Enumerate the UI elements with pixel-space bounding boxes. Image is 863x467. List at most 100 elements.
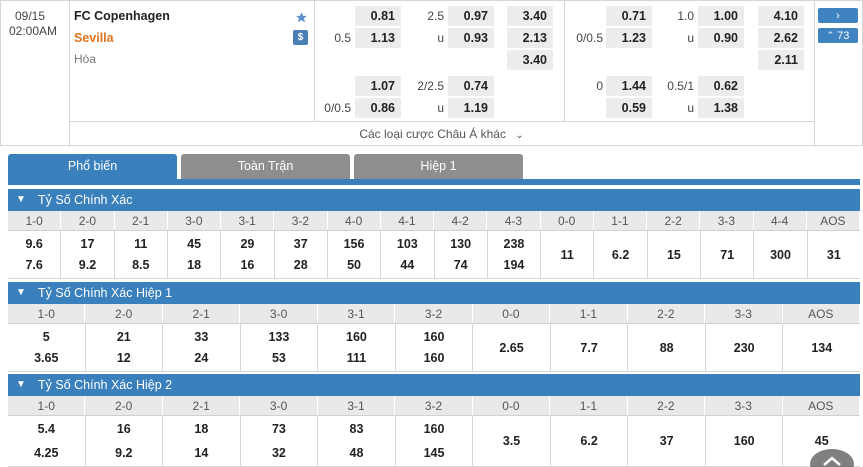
score-odds-cell[interactable]: 21 12 bbox=[86, 324, 164, 371]
ft-1x2-draw[interactable]: 3.40 bbox=[507, 50, 553, 70]
score-odds-cell[interactable]: 130 74 bbox=[435, 231, 488, 278]
ft-1x2-home[interactable]: 3.40 bbox=[507, 6, 553, 26]
draw-score-cell[interactable]: 37 bbox=[628, 416, 706, 466]
ft-ou2-under[interactable]: 1.19 bbox=[448, 98, 494, 118]
draw-score-cell[interactable]: 7.7 bbox=[551, 324, 629, 371]
score-odds-cell[interactable]: 17 9.2 bbox=[61, 231, 115, 278]
draw-score-cell[interactable]: 11 bbox=[541, 231, 595, 278]
score-odds-cell[interactable]: 160 160 bbox=[396, 324, 474, 371]
home-score-odd[interactable]: 160 bbox=[423, 422, 445, 436]
away-score-odd[interactable]: 53 bbox=[271, 351, 286, 365]
home-score-odd[interactable]: 160 bbox=[423, 330, 445, 344]
ft-ou-under[interactable]: 0.93 bbox=[448, 28, 494, 48]
draw-score-cell[interactable]: 2.65 bbox=[473, 324, 551, 371]
draw-score-cell[interactable]: 300 bbox=[754, 231, 808, 278]
draw-score-cell[interactable]: 6.2 bbox=[551, 416, 629, 466]
ft-ou-over[interactable]: 0.97 bbox=[448, 6, 494, 26]
ft-ah-odd-away[interactable]: 1.13 bbox=[355, 28, 401, 48]
draw-score-odd[interactable]: 3.5 bbox=[502, 434, 521, 448]
home-score-odd[interactable]: 156 bbox=[343, 237, 365, 251]
home-score-odd[interactable]: 5.4 bbox=[37, 422, 55, 436]
fh-ah2-odd-home[interactable]: 1.44 bbox=[606, 76, 652, 96]
more-markets-button[interactable]: ⌃ 73 bbox=[818, 28, 858, 43]
draw-score-cell[interactable]: 3.5 bbox=[473, 416, 551, 466]
draw-score-odd[interactable]: 134 bbox=[811, 340, 833, 355]
tab-popular[interactable]: Phổ biến bbox=[8, 154, 177, 179]
draw-score-cell[interactable]: 31 bbox=[808, 231, 860, 278]
home-score-odd[interactable]: 16 bbox=[116, 422, 131, 436]
score-odds-cell[interactable]: 160 111 bbox=[318, 324, 396, 371]
score-odds-cell[interactable]: 103 44 bbox=[381, 231, 435, 278]
ft-1x2-away[interactable]: 2.13 bbox=[507, 28, 553, 48]
away-score-odd[interactable]: 160 bbox=[423, 351, 445, 365]
away-score-odd[interactable]: 12 bbox=[116, 351, 131, 365]
score-odds-cell[interactable]: 45 18 bbox=[168, 231, 222, 278]
draw-score-odd[interactable]: 31 bbox=[826, 247, 841, 262]
expand-arrow-button[interactable]: › bbox=[818, 8, 858, 23]
draw-score-cell[interactable]: 45 bbox=[783, 416, 860, 466]
home-score-odd[interactable]: 130 bbox=[450, 237, 472, 251]
score-odds-cell[interactable]: 16 9.2 bbox=[86, 416, 164, 466]
score-odds-cell[interactable]: 37 28 bbox=[275, 231, 328, 278]
home-score-odd[interactable]: 11 bbox=[134, 237, 148, 251]
away-score-odd[interactable]: 8.5 bbox=[132, 258, 150, 272]
fh-ah-odd-home[interactable]: 0.71 bbox=[606, 6, 652, 26]
away-score-odd[interactable]: 9.2 bbox=[115, 446, 133, 460]
draw-score-odd[interactable]: 6.2 bbox=[611, 247, 630, 262]
fh-1x2-home[interactable]: 4.10 bbox=[758, 6, 804, 26]
home-score-odd[interactable]: 37 bbox=[293, 237, 308, 251]
fh-ah-odd-away[interactable]: 1.23 bbox=[606, 28, 652, 48]
home-score-odd[interactable]: 9.6 bbox=[25, 237, 43, 251]
draw-score-odd[interactable]: 300 bbox=[770, 247, 791, 262]
home-score-odd[interactable]: 33 bbox=[194, 330, 209, 344]
score-odds-cell[interactable]: 5.4 4.25 bbox=[8, 416, 86, 466]
score-odds-cell[interactable]: 156 50 bbox=[328, 231, 382, 278]
home-score-odd[interactable]: 45 bbox=[187, 237, 202, 251]
away-score-odd[interactable]: 48 bbox=[349, 446, 364, 460]
home-score-odd[interactable]: 73 bbox=[271, 422, 286, 436]
away-score-odd[interactable]: 44 bbox=[400, 258, 415, 272]
score-odds-cell[interactable]: 18 14 bbox=[163, 416, 241, 466]
section-header[interactable]: ▼ Tỷ Số Chính Xác Hiệp 1 bbox=[8, 282, 860, 304]
fh-ah2-odd-away[interactable]: 0.59 bbox=[606, 98, 652, 118]
ft-ah-odd-home[interactable]: 0.81 bbox=[355, 6, 401, 26]
favorite-star-icon[interactable] bbox=[294, 9, 308, 25]
score-odds-cell[interactable]: 29 16 bbox=[221, 231, 275, 278]
home-score-odd[interactable]: 103 bbox=[396, 237, 418, 251]
draw-score-odd[interactable]: 11 bbox=[560, 247, 574, 262]
fh-ou2-over[interactable]: 0.62 bbox=[698, 76, 744, 96]
away-score-odd[interactable]: 145 bbox=[423, 446, 445, 460]
away-score-odd[interactable]: 50 bbox=[347, 258, 361, 272]
home-score-odd[interactable]: 18 bbox=[194, 422, 209, 436]
fh-ou2-under[interactable]: 1.38 bbox=[698, 98, 744, 118]
away-score-odd[interactable]: 16 bbox=[240, 258, 255, 272]
home-score-odd[interactable]: 133 bbox=[268, 330, 290, 344]
draw-score-cell[interactable]: 71 bbox=[701, 231, 755, 278]
draw-score-odd[interactable]: 6.2 bbox=[580, 434, 598, 448]
away-score-odd[interactable]: 74 bbox=[453, 258, 468, 272]
tab-full-time[interactable]: Toàn Trận bbox=[181, 154, 350, 179]
away-score-odd[interactable]: 24 bbox=[194, 351, 209, 365]
away-score-odd[interactable]: 3.65 bbox=[34, 351, 59, 365]
draw-score-odd[interactable]: 45 bbox=[814, 434, 829, 448]
away-score-odd[interactable]: 14 bbox=[194, 446, 209, 460]
score-odds-cell[interactable]: 133 53 bbox=[241, 324, 319, 371]
dollar-badge-icon[interactable]: $ bbox=[293, 30, 308, 45]
fh-ou-under[interactable]: 0.90 bbox=[698, 28, 744, 48]
section-header[interactable]: ▼ Tỷ Số Chính Xác Hiệp 2 bbox=[8, 374, 860, 396]
score-odds-cell[interactable]: 238 194 bbox=[488, 231, 542, 278]
fh-1x2-draw[interactable]: 2.11 bbox=[758, 50, 804, 70]
more-asian-markets-link[interactable]: Các loại cược Châu Á khác ⌄ bbox=[69, 122, 814, 146]
ft-ah2-odd-away[interactable]: 0.86 bbox=[355, 98, 401, 118]
home-score-odd[interactable]: 5 bbox=[42, 330, 50, 344]
draw-score-odd[interactable]: 71 bbox=[720, 247, 735, 262]
away-score-odd[interactable]: 9.2 bbox=[78, 258, 97, 272]
ft-ou2-over[interactable]: 0.74 bbox=[448, 76, 494, 96]
draw-score-odd[interactable]: 37 bbox=[659, 434, 674, 448]
score-odds-cell[interactable]: 73 32 bbox=[241, 416, 319, 466]
away-score-odd[interactable]: 32 bbox=[271, 446, 286, 460]
away-team[interactable]: Sevilla bbox=[74, 31, 114, 45]
away-score-odd[interactable]: 28 bbox=[293, 258, 308, 272]
fh-1x2-away[interactable]: 2.62 bbox=[758, 28, 804, 48]
score-odds-cell[interactable]: 5 3.65 bbox=[8, 324, 86, 371]
